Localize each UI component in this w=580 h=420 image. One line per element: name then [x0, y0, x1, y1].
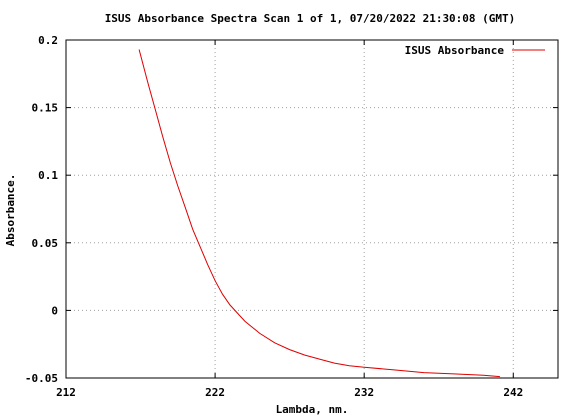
y-tick-label: 0.2 — [38, 34, 58, 47]
y-tick-label: 0.05 — [32, 237, 59, 250]
x-tick-label: 232 — [354, 386, 374, 399]
legend-label: ISUS Absorbance — [405, 44, 505, 57]
series-line-isus-absorbance — [138, 49, 500, 378]
x-tick-label: 212 — [56, 386, 76, 399]
axis-ticks: 212 222 232 242 0.2 0.15 0.1 0.05 0 -0.05 — [25, 34, 558, 399]
x-tick-label: 222 — [205, 386, 225, 399]
x-tick-label: 242 — [503, 386, 523, 399]
y-tick-label: 0.1 — [38, 169, 58, 182]
y-tick-label: -0.05 — [25, 372, 58, 385]
legend: ISUS Absorbance — [405, 44, 545, 57]
y-tick-label: 0 — [51, 304, 58, 317]
grid-lines — [66, 40, 558, 378]
chart-title: ISUS Absorbance Spectra Scan 1 of 1, 07/… — [105, 12, 516, 25]
series-layer — [138, 49, 500, 378]
y-tick-label: 0.15 — [32, 102, 59, 115]
plot-area-frame — [65, 39, 559, 379]
y-axis-label: Absorbance. — [4, 174, 17, 247]
x-axis-label: Lambda, nm. — [276, 403, 349, 416]
